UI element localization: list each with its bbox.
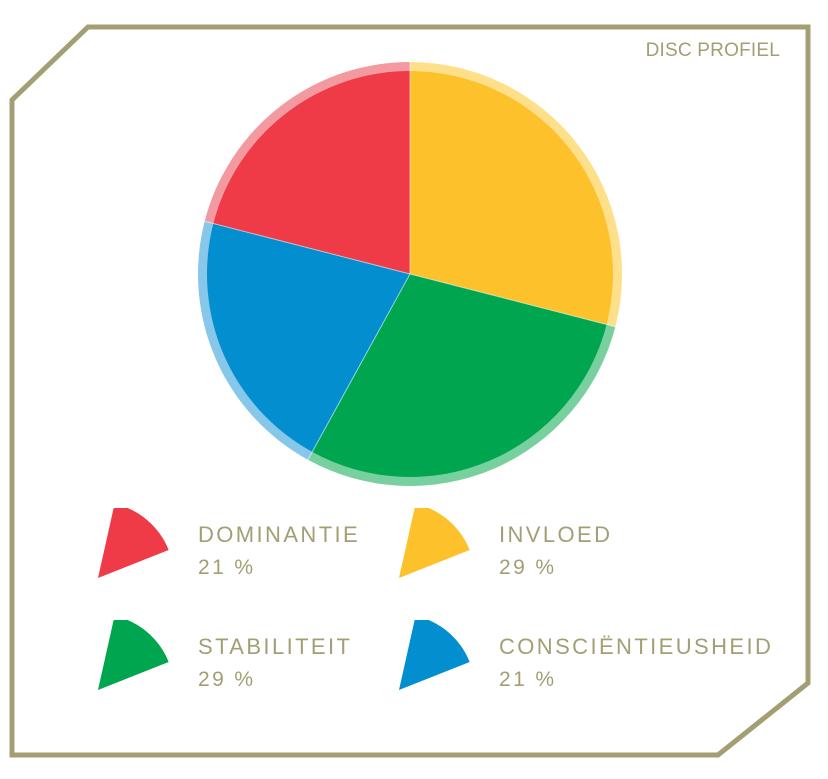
legend-wedge-invloed [399, 508, 470, 578]
legend-item-dominantie: DOMINANTIE 21 % [96, 508, 396, 588]
legend-item-consciëntieusheid: CONSCIËNTIEUSHEID 21 % [397, 620, 771, 700]
pie-slice-consciëntieusheid [207, 223, 410, 452]
chart-title: DISC PROFIEL [645, 40, 780, 61]
legend-value: 21 % [198, 556, 256, 579]
pie-separator [204, 220, 411, 275]
legend-swatch-invloed [399, 508, 470, 578]
legend-value: 29 % [198, 668, 256, 691]
legend-swatch-consciëntieusheid [399, 620, 470, 690]
legend-label: INVLOED [499, 522, 613, 547]
legend-item-invloed: INVLOED 29 % [397, 508, 697, 588]
legend-label: CONSCIËNTIEUSHEID [499, 634, 774, 659]
pie-slice-invloed [410, 71, 613, 325]
legend-item-stabiliteit: STABILITEIT 29 % [96, 620, 396, 700]
legend-wedge-consciëntieusheid [399, 620, 470, 690]
legend-wedge-dominantie [98, 508, 169, 578]
legend-label: STABILITEIT [198, 634, 353, 659]
pie-slice-dominantie [213, 71, 410, 274]
pie-slice-stabiliteit [312, 274, 607, 478]
pie-separator [409, 273, 616, 328]
pie-separator [307, 273, 411, 461]
legend-swatch-dominantie [98, 508, 169, 578]
legend-label: DOMINANTIE [198, 522, 361, 547]
legend-swatch-stabiliteit [98, 620, 169, 690]
legend-value: 29 % [499, 556, 557, 579]
legend-value: 21 % [499, 668, 557, 691]
legend-wedge-stabiliteit [98, 620, 169, 690]
